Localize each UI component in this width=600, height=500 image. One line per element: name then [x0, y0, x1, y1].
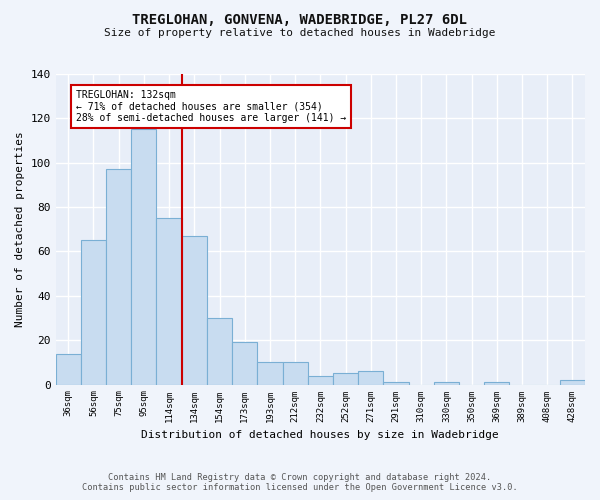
Text: TREGLOHAN, GONVENA, WADEBRIDGE, PL27 6DL: TREGLOHAN, GONVENA, WADEBRIDGE, PL27 6DL [133, 12, 467, 26]
X-axis label: Distribution of detached houses by size in Wadebridge: Distribution of detached houses by size … [142, 430, 499, 440]
Bar [383, 382, 409, 384]
Text: TREGLOHAN: 132sqm
← 71% of detached houses are smaller (354)
28% of semi-detache: TREGLOHAN: 132sqm ← 71% of detached hous… [76, 90, 346, 122]
Text: Contains HM Land Registry data © Crown copyright and database right 2024.
Contai: Contains HM Land Registry data © Crown c… [82, 473, 518, 492]
Bar [358, 371, 383, 384]
Y-axis label: Number of detached properties: Number of detached properties [15, 132, 25, 327]
Text: Size of property relative to detached houses in Wadebridge: Size of property relative to detached ho… [104, 28, 496, 38]
Bar [182, 236, 207, 384]
Bar [157, 218, 182, 384]
Bar [257, 362, 283, 384]
Bar [283, 362, 308, 384]
Bar [308, 376, 333, 384]
Bar [560, 380, 585, 384]
Bar [131, 130, 157, 384]
Bar [484, 382, 509, 384]
Bar [207, 318, 232, 384]
Bar [232, 342, 257, 384]
Bar [333, 374, 358, 384]
Bar [56, 354, 81, 384]
Bar [434, 382, 459, 384]
Bar [106, 170, 131, 384]
Bar [81, 240, 106, 384]
